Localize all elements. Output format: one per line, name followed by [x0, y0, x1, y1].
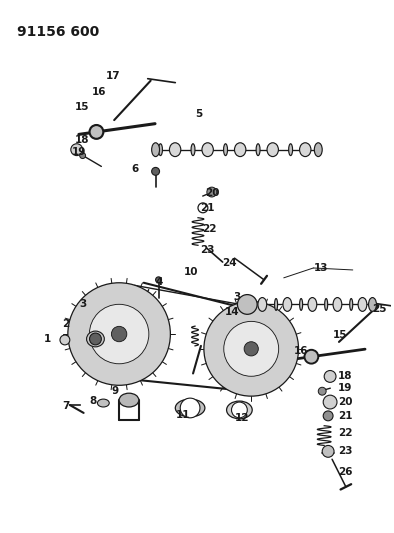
- Ellipse shape: [325, 298, 328, 310]
- Circle shape: [324, 370, 336, 382]
- Text: 17: 17: [106, 71, 121, 80]
- Text: 11: 11: [176, 410, 191, 420]
- Circle shape: [68, 283, 170, 385]
- Text: 22: 22: [202, 223, 216, 233]
- Text: 7: 7: [62, 401, 69, 411]
- Ellipse shape: [175, 399, 205, 417]
- Text: 3: 3: [80, 300, 87, 310]
- Circle shape: [204, 302, 299, 396]
- Text: 20: 20: [205, 188, 219, 198]
- Ellipse shape: [234, 143, 246, 157]
- Text: 19: 19: [338, 383, 352, 393]
- Ellipse shape: [169, 143, 181, 157]
- Circle shape: [152, 167, 160, 175]
- Ellipse shape: [358, 297, 367, 311]
- Ellipse shape: [308, 297, 317, 311]
- Circle shape: [323, 395, 337, 409]
- Ellipse shape: [299, 298, 303, 310]
- Text: 26: 26: [338, 467, 353, 477]
- Circle shape: [112, 326, 127, 342]
- Ellipse shape: [368, 297, 376, 311]
- Ellipse shape: [119, 393, 139, 407]
- Text: 15: 15: [333, 330, 348, 340]
- Ellipse shape: [249, 298, 253, 310]
- Text: 13: 13: [313, 263, 328, 273]
- Circle shape: [89, 304, 149, 364]
- Circle shape: [322, 446, 334, 457]
- Ellipse shape: [350, 298, 353, 310]
- Ellipse shape: [223, 144, 227, 156]
- Text: 18: 18: [75, 135, 89, 145]
- Text: 21: 21: [200, 203, 214, 213]
- Text: 4: 4: [156, 277, 163, 287]
- Ellipse shape: [243, 297, 251, 311]
- Ellipse shape: [97, 399, 109, 407]
- Circle shape: [305, 350, 318, 364]
- Circle shape: [318, 387, 326, 395]
- Text: 5: 5: [195, 109, 202, 119]
- Circle shape: [89, 333, 101, 345]
- Text: 14: 14: [225, 308, 239, 317]
- Circle shape: [207, 187, 217, 197]
- Text: 12: 12: [234, 413, 249, 423]
- Text: 20: 20: [338, 397, 353, 407]
- Text: 6: 6: [131, 164, 138, 174]
- Circle shape: [71, 144, 83, 156]
- Text: 23: 23: [200, 245, 214, 255]
- Ellipse shape: [152, 143, 160, 157]
- Ellipse shape: [87, 331, 104, 347]
- Circle shape: [224, 321, 279, 376]
- Circle shape: [238, 295, 257, 314]
- Circle shape: [244, 342, 258, 356]
- Ellipse shape: [202, 143, 213, 157]
- Ellipse shape: [275, 298, 278, 310]
- Circle shape: [180, 398, 200, 418]
- Ellipse shape: [191, 144, 195, 156]
- Text: 24: 24: [222, 258, 236, 268]
- Ellipse shape: [314, 143, 322, 157]
- Ellipse shape: [267, 143, 279, 157]
- Ellipse shape: [227, 401, 252, 419]
- Text: 22: 22: [338, 427, 353, 438]
- Ellipse shape: [299, 143, 311, 157]
- Circle shape: [156, 277, 162, 283]
- Ellipse shape: [283, 297, 292, 311]
- Text: 15: 15: [75, 102, 89, 112]
- Text: 1: 1: [44, 334, 52, 344]
- Circle shape: [80, 152, 85, 158]
- Text: 25: 25: [372, 304, 387, 314]
- Ellipse shape: [333, 297, 342, 311]
- Circle shape: [60, 335, 70, 345]
- Text: 91156 600: 91156 600: [17, 26, 99, 39]
- Text: 9: 9: [111, 386, 118, 396]
- Text: 19: 19: [72, 147, 86, 157]
- Ellipse shape: [158, 144, 162, 156]
- Ellipse shape: [256, 144, 260, 156]
- Text: 3: 3: [234, 292, 241, 302]
- Circle shape: [89, 125, 103, 139]
- Ellipse shape: [258, 297, 267, 311]
- Text: 16: 16: [91, 87, 106, 98]
- Text: 18: 18: [338, 372, 353, 382]
- Circle shape: [323, 411, 333, 421]
- Text: 23: 23: [338, 446, 353, 456]
- Ellipse shape: [289, 144, 293, 156]
- Circle shape: [232, 402, 247, 418]
- Text: 16: 16: [294, 346, 308, 356]
- Text: 8: 8: [89, 396, 97, 406]
- Text: 2: 2: [62, 319, 69, 329]
- Text: 21: 21: [338, 411, 353, 421]
- Text: 10: 10: [184, 267, 199, 277]
